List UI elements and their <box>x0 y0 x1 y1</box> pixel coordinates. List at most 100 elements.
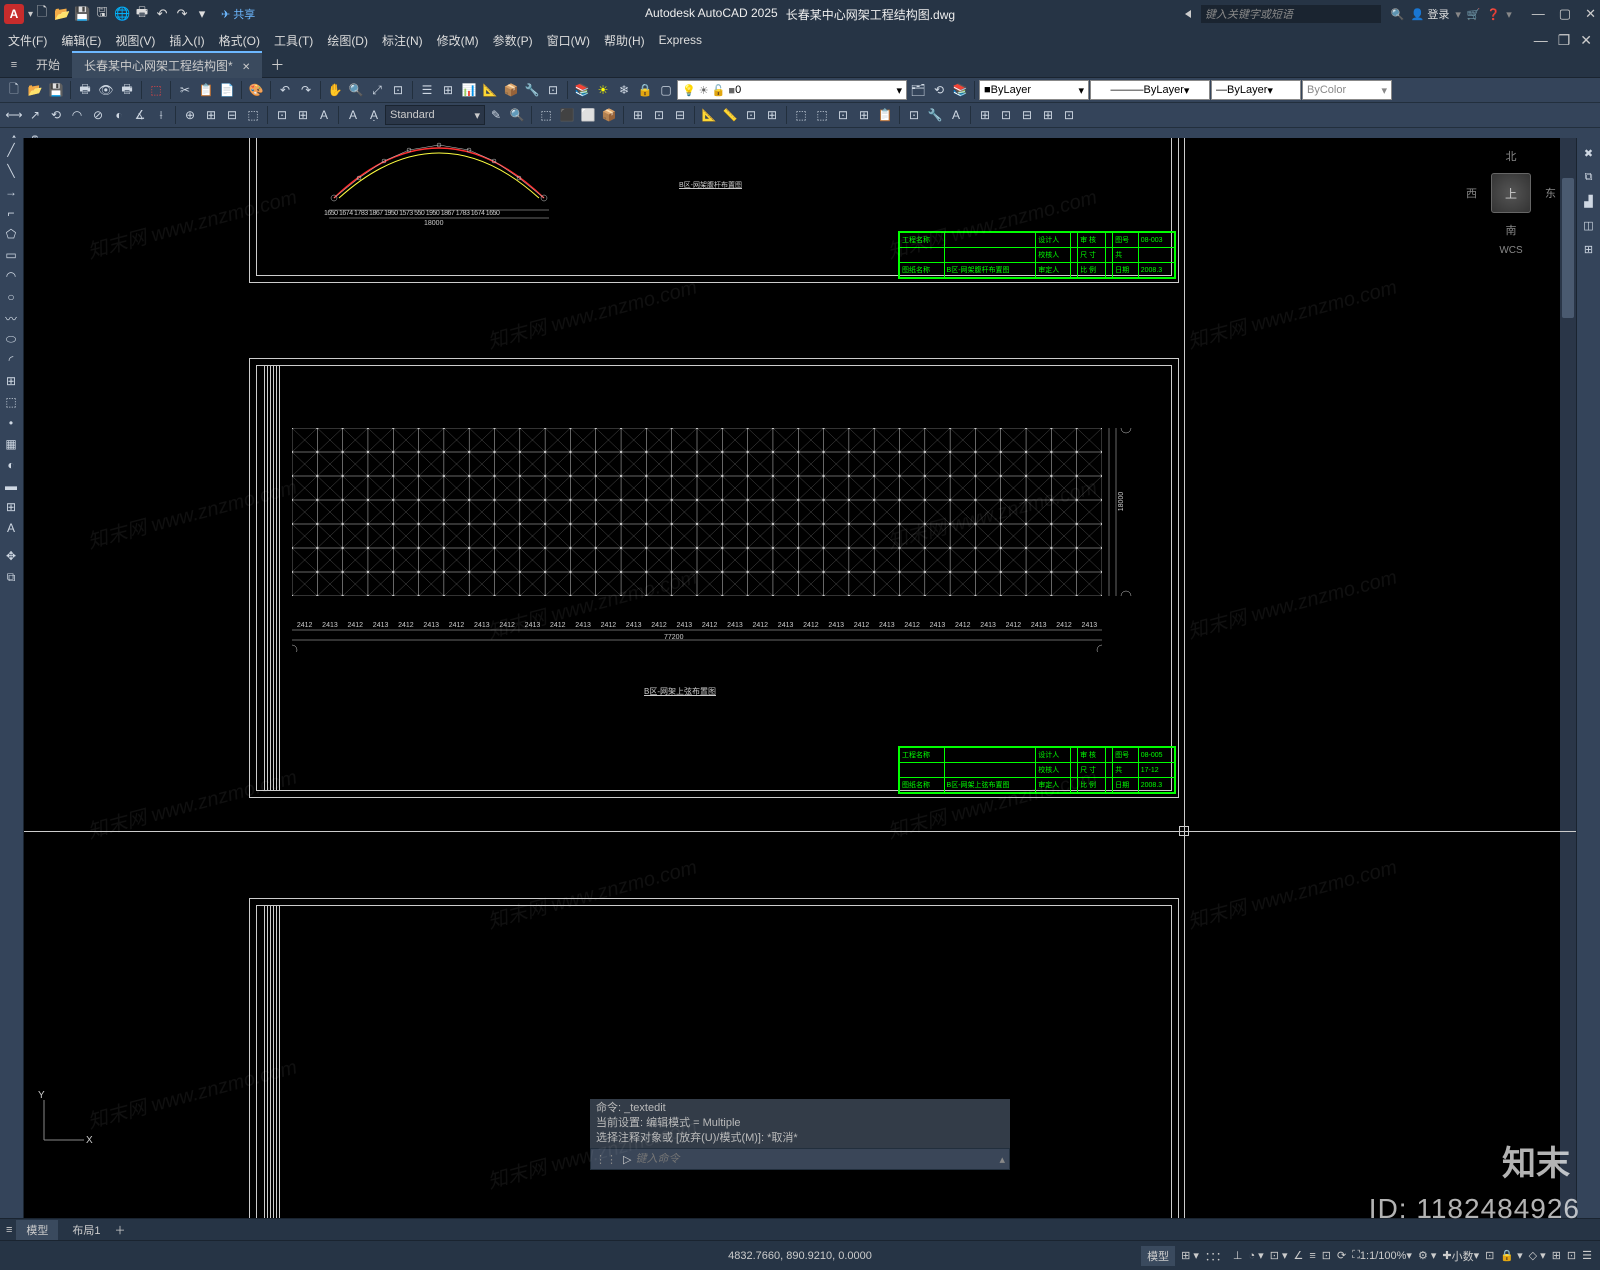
mod-icon[interactable]: ⊡ <box>1059 105 1079 125</box>
tool-icon[interactable]: ☰ <box>417 80 437 100</box>
move-icon[interactable]: ✥ <box>0 546 22 566</box>
tool-icon[interactable]: 📚 <box>950 80 970 100</box>
mod-icon[interactable]: ⊟ <box>670 105 690 125</box>
gradient-icon[interactable]: ◐ <box>0 455 22 475</box>
polyline-icon[interactable]: ⌐ <box>0 203 22 223</box>
copy-icon[interactable]: ⧉ <box>0 567 22 587</box>
offset-icon[interactable]: ◫ <box>1577 214 1600 236</box>
dim-icon[interactable]: ⊕ <box>180 105 200 125</box>
doc-restore-icon[interactable]: ❐ <box>1558 32 1571 49</box>
text-icon[interactable]: Ạ <box>364 105 384 125</box>
plot-icon[interactable]: 🖶 <box>133 5 151 23</box>
dim-icon[interactable]: ⊞ <box>293 105 313 125</box>
tool-icon[interactable]: ⊡ <box>388 80 408 100</box>
otrack-icon[interactable]: ∠ <box>1293 1249 1303 1262</box>
doc-close-icon[interactable]: ✕ <box>1580 32 1592 49</box>
mod-icon[interactable]: ⊡ <box>904 105 924 125</box>
close-icon[interactable]: ✕ <box>1585 6 1596 22</box>
tab-model[interactable]: 模型 <box>16 1220 58 1240</box>
cmd-handle-icon[interactable]: ⋮⋮ <box>595 1153 617 1166</box>
vertical-scrollbar[interactable] <box>1560 138 1576 1222</box>
dim-icon[interactable]: ⬚ <box>243 105 263 125</box>
tool-icon[interactable]: 💾 <box>46 80 66 100</box>
table-icon[interactable]: ⊞ <box>0 497 22 517</box>
grid-icon[interactable]: ⊞ ▾ <box>1181 1249 1199 1262</box>
dim-icon[interactable]: A <box>314 105 334 125</box>
lwt-icon[interactable]: ≡ <box>1309 1250 1315 1262</box>
tool-icon[interactable]: ✎ <box>486 105 506 125</box>
anno-scale[interactable]: ⛶ 1:1/100% ▾ <box>1352 1249 1412 1262</box>
tool-icon[interactable]: ↶ <box>275 80 295 100</box>
mod-icon[interactable]: 📋 <box>875 105 895 125</box>
menu-window[interactable]: 窗口(W) <box>547 32 590 49</box>
point-icon[interactable]: • <box>0 413 22 433</box>
tab-add-icon[interactable]: ＋ <box>262 55 292 75</box>
tool-icon[interactable]: 🔧 <box>522 80 542 100</box>
menu-file[interactable]: 文件(F) <box>8 32 47 49</box>
mod-icon[interactable]: ⊞ <box>854 105 874 125</box>
tool-icon[interactable]: ⟲ <box>929 80 949 100</box>
doc-minimize-icon[interactable]: — <box>1534 32 1548 49</box>
layer-sun-icon[interactable]: ☀ <box>593 80 613 100</box>
custom-icon[interactable]: ☰ <box>1582 1249 1592 1262</box>
mod-icon[interactable]: ⬛ <box>557 105 577 125</box>
units-icon[interactable]: ✚ 小数 ▾ <box>1442 1248 1479 1264</box>
circle-icon[interactable]: ○ <box>0 287 22 307</box>
array-icon[interactable]: ⊞ <box>1577 238 1600 260</box>
mod-icon[interactable]: ⊡ <box>649 105 669 125</box>
mod-icon[interactable]: ⬚ <box>536 105 556 125</box>
bylayer-dropdown-3[interactable]: — ByLayer ▾ <box>1211 80 1301 100</box>
tool-icon[interactable]: ⊞ <box>438 80 458 100</box>
mod-icon[interactable]: ⊞ <box>762 105 782 125</box>
mod-icon[interactable]: 📏 <box>720 105 740 125</box>
cmd-up-icon[interactable]: ▴ <box>999 1153 1005 1166</box>
dim-icon[interactable]: ⟊ <box>151 105 171 125</box>
tool-icon[interactable]: 🔒 <box>635 80 655 100</box>
mod-icon[interactable]: ⊡ <box>833 105 853 125</box>
mod-icon[interactable]: ⊟ <box>1017 105 1037 125</box>
snap-icon[interactable]: ：：： <box>1205 1248 1227 1264</box>
tool-icon[interactable]: ⬚ <box>146 80 166 100</box>
search-input[interactable]: 键入关键字或短语 <box>1201 5 1381 23</box>
dim-icon[interactable]: ⊟ <box>222 105 242 125</box>
tool-icon[interactable]: ⤢ <box>367 80 387 100</box>
tool-icon[interactable]: 🗋 <box>4 80 24 100</box>
dim-icon[interactable]: ⟷ <box>4 105 24 125</box>
mod-icon[interactable]: 🔧 <box>925 105 945 125</box>
line-icon[interactable]: ╱ <box>0 140 22 160</box>
tool-icon[interactable]: 🔍 <box>507 105 527 125</box>
mod-icon[interactable]: ⬚ <box>791 105 811 125</box>
lock-icon[interactable]: 🔒 ▾ <box>1500 1249 1522 1262</box>
dim-icon[interactable]: ⊡ <box>272 105 292 125</box>
cmd-arrow-icon[interactable]: ▷ <box>623 1153 631 1166</box>
app-logo[interactable]: A <box>4 4 24 24</box>
block-icon[interactable]: ⬚ <box>0 392 22 412</box>
hatch-icon[interactable]: ▦ <box>0 434 22 454</box>
dim-icon[interactable]: ◠ <box>67 105 87 125</box>
tool-icon[interactable]: ↷ <box>296 80 316 100</box>
clean-icon[interactable]: ⊡ <box>1567 1249 1576 1262</box>
iso-icon[interactable]: ◇ ▾ <box>1529 1249 1546 1262</box>
dim-icon[interactable]: ⟲ <box>46 105 66 125</box>
model-toggle[interactable]: 模型 <box>1141 1246 1175 1266</box>
hw-icon[interactable]: ⊞ <box>1552 1249 1561 1262</box>
mod-icon[interactable]: ⊞ <box>1038 105 1058 125</box>
bycolor-dropdown[interactable]: ByColor▾ <box>1302 80 1392 100</box>
layer-dropdown[interactable]: 💡 ☀ 🔓 ■ 0▾ <box>677 80 907 100</box>
gear-icon[interactable]: ⚙ ▾ <box>1418 1249 1436 1262</box>
tool-icon[interactable]: 🖶 <box>75 80 95 100</box>
tool-icon[interactable]: ▢ <box>656 80 676 100</box>
drawing-canvas[interactable]: 北 南 西 东 上 WCS 1650 1674 1783 1867 1950 1… <box>24 138 1576 1240</box>
share-button[interactable]: ✈共享 <box>221 6 255 22</box>
region-icon[interactable]: ▬ <box>0 476 22 496</box>
layout-add-icon[interactable]: ＋ <box>115 1222 126 1238</box>
cycle-icon[interactable]: ⟳ <box>1337 1249 1346 1262</box>
search-icon[interactable]: 🔍 <box>1391 8 1405 21</box>
tab-start[interactable]: 开始 <box>24 52 72 77</box>
save-icon[interactable]: 💾 <box>73 5 91 23</box>
tool-icon[interactable]: 📋 <box>196 80 216 100</box>
mod-icon[interactable]: ⊞ <box>628 105 648 125</box>
dim-icon[interactable]: ◐ <box>109 105 129 125</box>
ellipse-icon[interactable]: ⬭ <box>0 329 22 349</box>
tool-icon[interactable]: 🖶 <box>117 80 137 100</box>
